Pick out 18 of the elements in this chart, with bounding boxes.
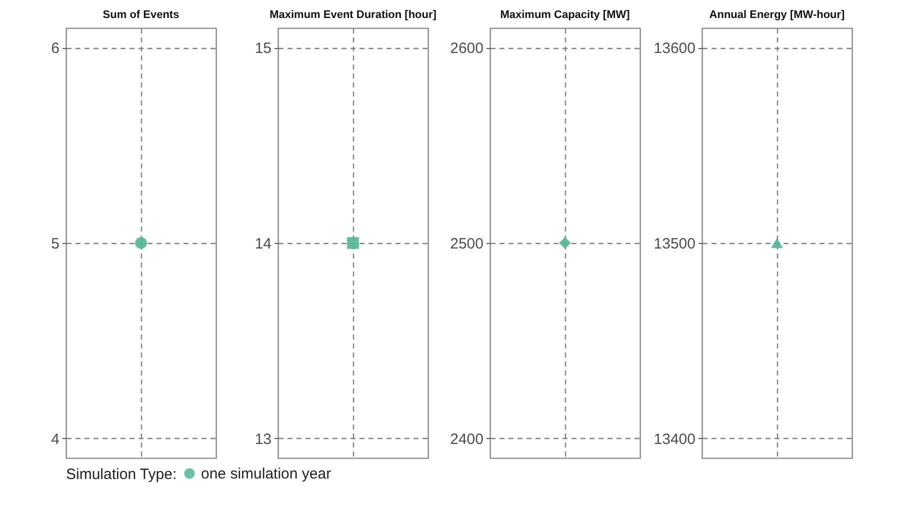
y-tick-label: 5 xyxy=(51,236,60,252)
y-tick-label: 15 xyxy=(254,40,272,58)
y-tick-label: 13500 xyxy=(654,236,696,252)
chart-title: Sum of Events xyxy=(102,9,180,21)
y-tick-label: 13 xyxy=(254,430,272,448)
y-tick-label: 2600 xyxy=(450,40,484,58)
chart-title: Maximum Event Duration [hour] xyxy=(270,9,437,21)
chart-title: Annual Energy [MW-hour] xyxy=(709,9,846,21)
y-tick-label: 13400 xyxy=(654,430,696,448)
y-tick-label: 2400 xyxy=(450,430,484,448)
y-tick-label: 6 xyxy=(51,40,60,58)
chart-title: Maximum Capacity [MW] xyxy=(500,9,630,21)
legend-title: Simulation Type: xyxy=(66,466,177,483)
legend-label: one simulation year xyxy=(201,466,332,482)
y-tick-label: 14 xyxy=(254,236,272,252)
y-tick-label: 2500 xyxy=(450,236,484,252)
y-tick-label: 4 xyxy=(51,430,60,448)
y-tick-label: 13600 xyxy=(654,40,696,58)
